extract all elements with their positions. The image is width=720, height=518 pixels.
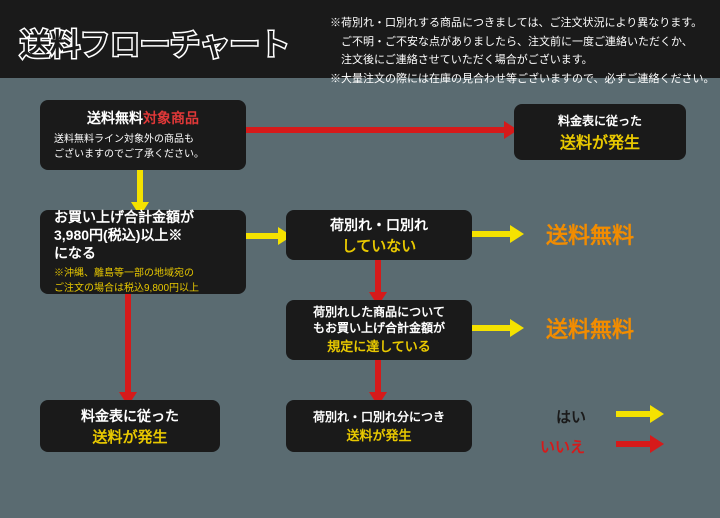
legend-yes: はい [556, 406, 586, 427]
legend-no: いいえ [540, 436, 585, 457]
node-b1: 送料無料対象商品送料無料ライン対象外の商品もございますのでご了承ください。 [40, 100, 246, 170]
flowchart-canvas: 送料フローチャート送料フローチャート※荷別れ・口別れする商品につきましては、ご注… [0, 0, 720, 518]
result-r2: 送料無料 [520, 218, 660, 250]
header-note: ※荷別れ・口別れする商品につきましては、ご注文状況により異なります。 ご不明・ご… [330, 14, 715, 89]
node-b6: 荷別れ・口別れ分につき送料が発生 [286, 400, 472, 452]
node-b3: 荷別れ・口別れしていない [286, 210, 472, 260]
node-b4: 荷別れした商品についてもお買い上げ合計金額が規定に達している [286, 300, 472, 360]
result-r3: 送料無料 [520, 312, 660, 344]
page-title: 送料フローチャート [20, 20, 290, 64]
result-r1: 料金表に従った送料が発生 [514, 104, 686, 160]
node-b5: 料金表に従った送料が発生 [40, 400, 220, 452]
node-b2: お買い上げ合計金額が3,980円(税込)以上※になる※沖縄、離島等一部の地域宛の… [40, 210, 246, 294]
